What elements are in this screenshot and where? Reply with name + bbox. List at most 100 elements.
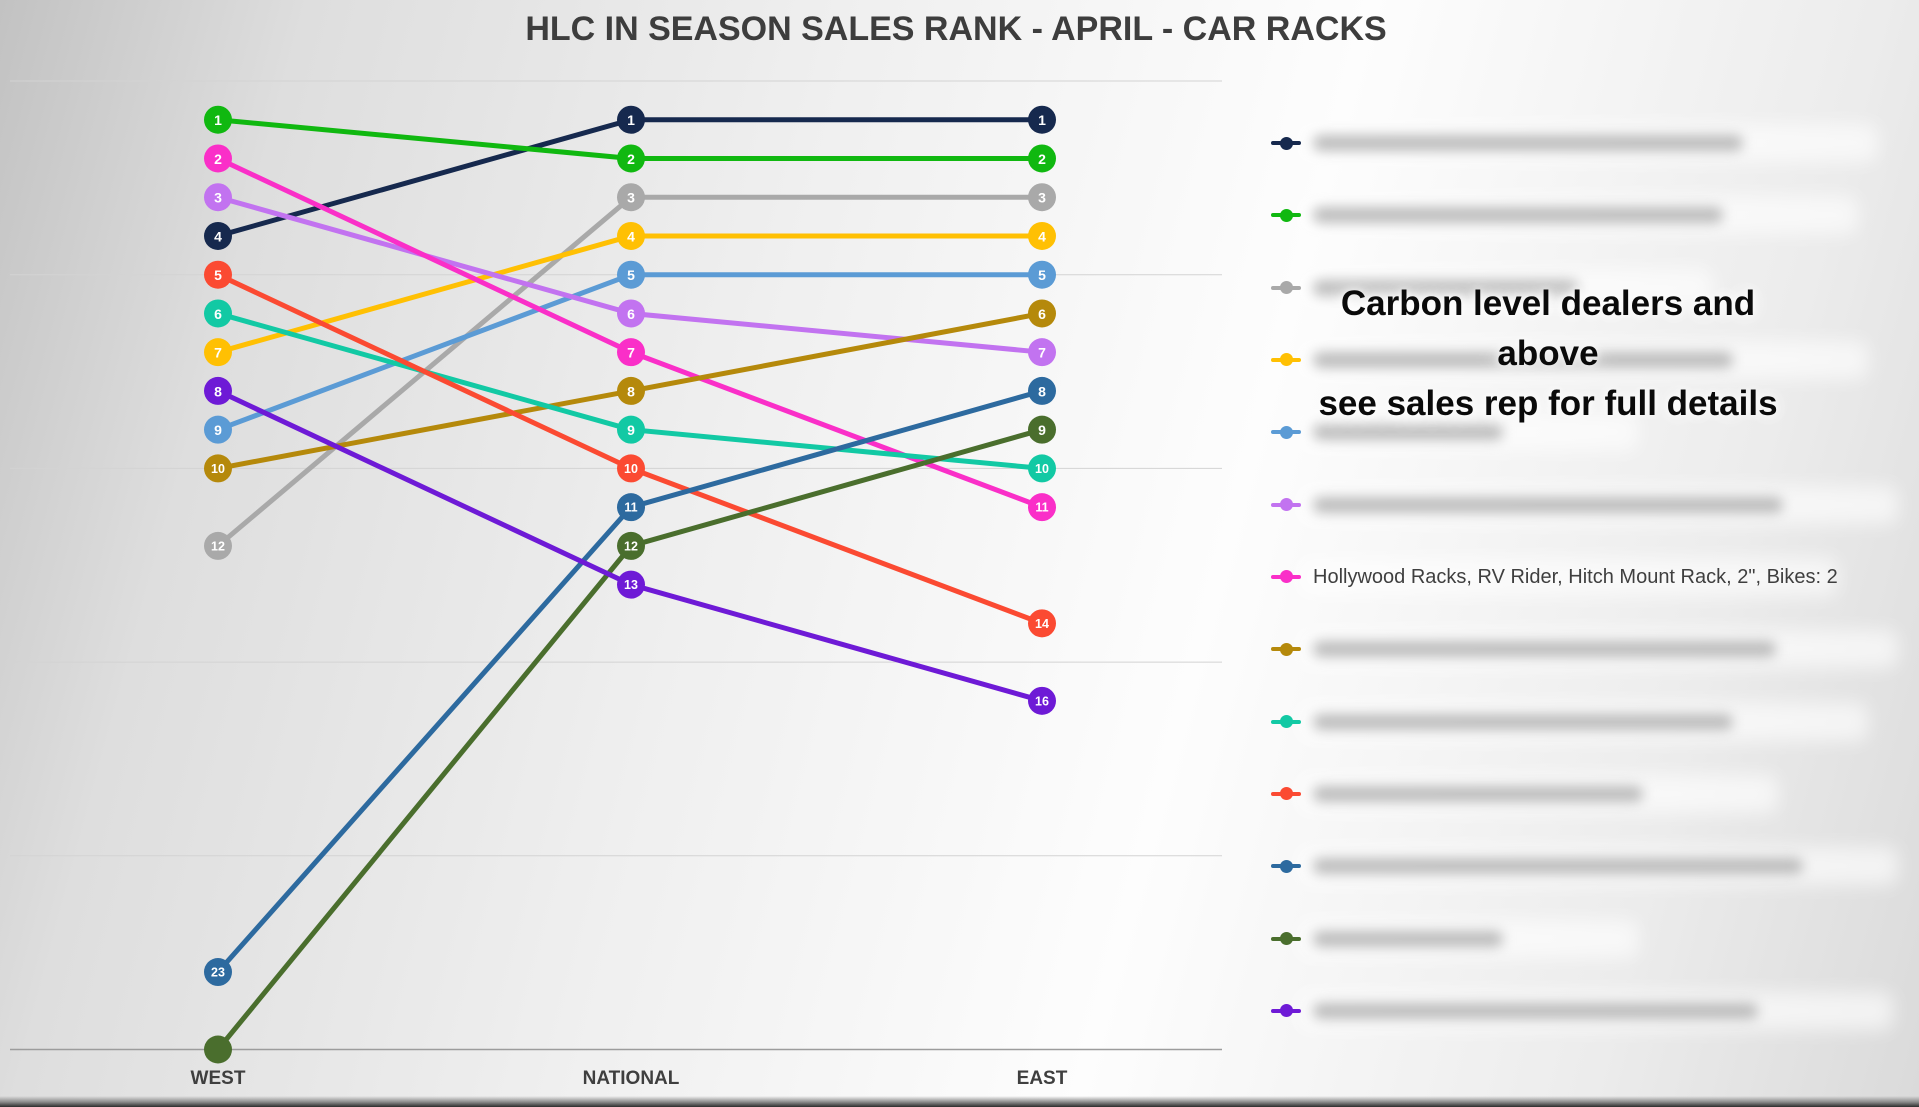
rank-label: 16 bbox=[1035, 694, 1049, 708]
rank-marker bbox=[204, 105, 232, 134]
rank-marker bbox=[1028, 299, 1056, 328]
bottom-edge-shadow bbox=[0, 1096, 1919, 1107]
legend-label-redacted bbox=[1313, 207, 1723, 224]
legend-marker-dot bbox=[1280, 353, 1293, 367]
legend-item bbox=[1260, 701, 1915, 743]
overlay-note-line1: Carbon level dealers and above bbox=[1340, 284, 1756, 373]
rank-label: 2 bbox=[214, 151, 222, 167]
rank-marker bbox=[617, 144, 645, 173]
rank-label: 1 bbox=[1038, 112, 1046, 128]
series-line bbox=[215, 310, 1045, 471]
rank-marker bbox=[617, 570, 645, 599]
rank-label: 4 bbox=[1038, 228, 1046, 244]
series-line bbox=[215, 117, 1045, 239]
rank-label: 9 bbox=[1038, 422, 1046, 438]
rank-marker bbox=[1028, 415, 1056, 444]
rank-marker bbox=[204, 1035, 232, 1064]
rank-label: 10 bbox=[1035, 462, 1049, 476]
rank-label: 1 bbox=[627, 112, 635, 128]
rank-marker bbox=[617, 299, 645, 328]
legend-label-redacted bbox=[1313, 713, 1733, 730]
legend-item bbox=[1260, 990, 1915, 1032]
legend-item: Hollywood Racks, RV Rider, Hitch Mount R… bbox=[1260, 556, 1915, 598]
series-line bbox=[215, 272, 1045, 626]
rank-marker bbox=[1028, 105, 1056, 134]
rank-label: 4 bbox=[214, 228, 222, 244]
series-line bbox=[215, 233, 1045, 355]
legend-item bbox=[1260, 194, 1915, 236]
legend-marker-dot bbox=[1280, 1004, 1293, 1018]
rank-label: 7 bbox=[214, 345, 222, 361]
series-line bbox=[215, 272, 1045, 433]
rank-marker bbox=[1028, 144, 1056, 173]
legend-label-redacted bbox=[1313, 858, 1803, 875]
legend-label-redacted bbox=[1313, 424, 1503, 441]
rank-label: 12 bbox=[211, 539, 225, 553]
legend-label: Hollywood Racks, RV Rider, Hitch Mount R… bbox=[1313, 565, 1838, 588]
rank-label: 11 bbox=[1035, 501, 1048, 515]
legend-item bbox=[1260, 339, 1915, 381]
rank-label: 12 bbox=[624, 539, 638, 553]
rank-marker bbox=[617, 376, 645, 405]
rank-marker bbox=[617, 183, 645, 212]
rank-marker bbox=[1028, 686, 1056, 715]
rank-marker bbox=[204, 183, 232, 212]
legend-marker-dot bbox=[1280, 425, 1293, 439]
rank-marker bbox=[617, 531, 645, 560]
rank-label: 10 bbox=[624, 462, 638, 476]
legend-label-redacted bbox=[1313, 1002, 1758, 1019]
rank-label: 9 bbox=[627, 422, 635, 438]
legend-item bbox=[1260, 773, 1915, 815]
rank-label: 5 bbox=[627, 267, 635, 283]
legend-item bbox=[1260, 628, 1915, 670]
rank-label: 6 bbox=[627, 306, 635, 322]
legend-label-redacted bbox=[1313, 641, 1776, 658]
legend-item bbox=[1260, 845, 1915, 887]
series-line bbox=[215, 194, 1045, 549]
series-line bbox=[215, 117, 1045, 161]
legend-marker-dot bbox=[1280, 932, 1293, 946]
legend-marker-dot bbox=[1280, 570, 1293, 584]
rank-marker bbox=[204, 958, 232, 987]
axis-label-west: WEST bbox=[190, 1068, 246, 1089]
series-line bbox=[215, 310, 1045, 471]
rank-label: 3 bbox=[627, 190, 635, 206]
rank-label: 5 bbox=[214, 267, 222, 283]
rank-marker bbox=[1028, 376, 1056, 405]
rank-marker bbox=[204, 299, 232, 328]
legend-marker-dot bbox=[1280, 208, 1293, 222]
rank-marker bbox=[1028, 221, 1056, 250]
rank-label: 8 bbox=[627, 383, 635, 399]
legend-marker-dot bbox=[1280, 715, 1293, 729]
rank-marker bbox=[1028, 338, 1056, 367]
overlay-note-line2: see sales rep for full details bbox=[1318, 384, 1778, 423]
rank-label: 8 bbox=[1038, 383, 1046, 399]
axis-label-national: NATIONAL bbox=[582, 1068, 680, 1089]
legend-item bbox=[1260, 484, 1915, 526]
legend-marker-dot bbox=[1280, 642, 1293, 656]
rank-marker bbox=[204, 376, 232, 405]
rank-label: 8 bbox=[214, 383, 222, 399]
legend-marker-dot bbox=[1280, 136, 1293, 150]
legend-marker-dot bbox=[1280, 498, 1293, 512]
legend-marker-dot bbox=[1280, 859, 1293, 873]
legend-item bbox=[1260, 918, 1915, 960]
rank-marker bbox=[204, 144, 232, 173]
rank-marker bbox=[1028, 183, 1056, 212]
rank-label: 6 bbox=[214, 306, 222, 322]
rank-label: 5 bbox=[1038, 267, 1046, 283]
rank-marker bbox=[617, 454, 645, 483]
rank-label: 9 bbox=[214, 422, 222, 438]
legend-row-highlight bbox=[1298, 557, 1838, 596]
legend-marker-dot bbox=[1280, 281, 1293, 295]
rank-label: 1 bbox=[214, 112, 222, 128]
series-line bbox=[215, 388, 1045, 975]
rank-label: 4 bbox=[627, 228, 635, 244]
legend-label-redacted bbox=[1313, 135, 1743, 151]
rank-marker bbox=[617, 105, 645, 134]
rank-label: 11 bbox=[624, 501, 637, 515]
series-line bbox=[215, 194, 1045, 355]
rank-marker bbox=[1028, 609, 1056, 638]
rank-marker bbox=[204, 260, 232, 289]
